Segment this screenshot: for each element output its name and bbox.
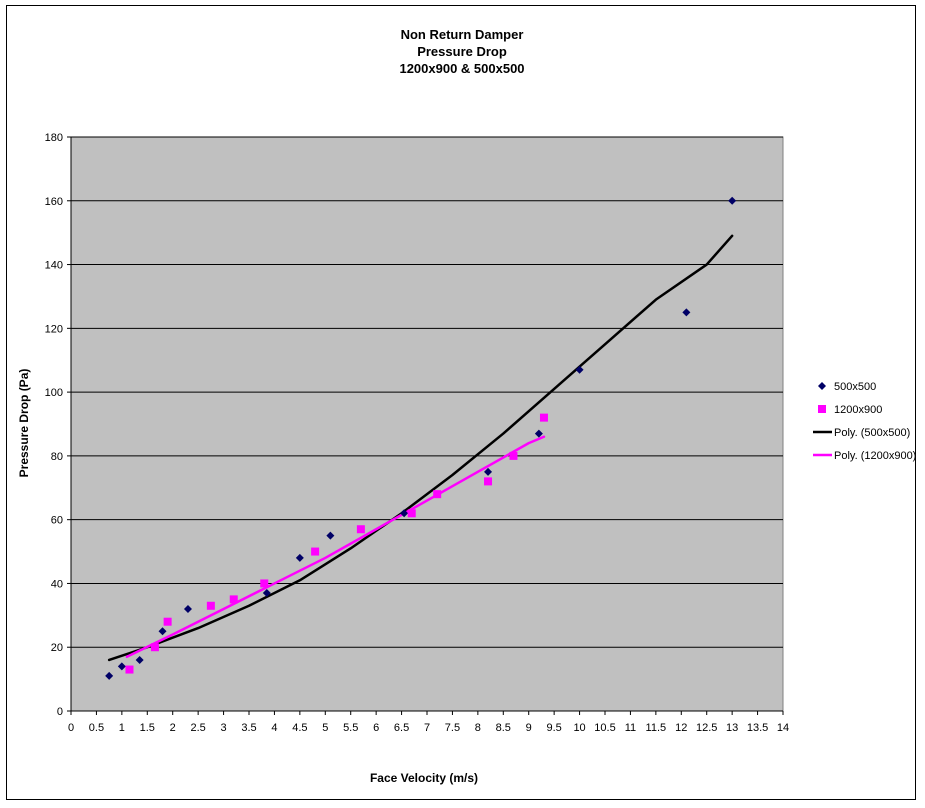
- legend-item: 1200x900: [818, 404, 882, 416]
- legend-item: Poly. (500x500): [813, 427, 910, 439]
- y-tick-label: 80: [51, 451, 63, 463]
- trendline-2: [125, 435, 546, 659]
- data-point: [326, 531, 335, 540]
- data-point: [206, 601, 215, 610]
- data-point: [311, 547, 320, 556]
- x-tick-label: 12.5: [696, 722, 717, 734]
- x-tick-label: 13.5: [747, 722, 768, 734]
- legend-label: Poly. (1200x900): [834, 450, 916, 462]
- x-tick-label: 6.5: [394, 722, 409, 734]
- x-tick-label: 9.5: [546, 722, 561, 734]
- x-tick-label: 14: [777, 722, 789, 734]
- plot-area: [70, 136, 784, 712]
- x-tick-label: 5: [322, 722, 328, 734]
- y-tick-label: 160: [45, 196, 63, 208]
- legend-label: 1200x900: [834, 404, 882, 416]
- legend-item: Poly. (1200x900): [813, 450, 916, 462]
- y-tick-label: 140: [45, 260, 63, 272]
- trendline-1: [107, 234, 734, 662]
- data-point: [407, 509, 416, 518]
- data-point: [150, 643, 159, 652]
- x-tick-label: 7.5: [445, 722, 460, 734]
- data-point: [534, 429, 543, 438]
- legend: 500x500 1200x900 Poly. (500x500) Poly. (120…: [813, 381, 916, 462]
- x-tick-label: 3: [221, 722, 227, 734]
- y-tick-label: 20: [51, 642, 63, 654]
- series-layer: [105, 196, 737, 680]
- y-tick-label: 0: [57, 706, 63, 718]
- y-axis-label: Pressure Drop (Pa): [17, 369, 31, 478]
- legend-marker: [818, 405, 826, 413]
- x-tick-label: 4.5: [292, 722, 307, 734]
- x-tick-label: 10.5: [594, 722, 615, 734]
- data-point: [158, 627, 167, 636]
- data-point: [163, 617, 172, 626]
- data-point: [117, 662, 126, 671]
- series-2-points: [125, 413, 548, 674]
- x-tick-label: 2: [170, 722, 176, 734]
- data-point: [433, 490, 442, 499]
- data-point: [509, 451, 518, 460]
- x-tick-labels: 0 0.5 1 1.5 2 2.5 3 3.5 4 4.5 5 5.5 6 6.5 7 7.5 8 8.5 9 9.5…: [68, 711, 789, 734]
- data-point: [400, 509, 409, 518]
- data-point: [125, 665, 134, 674]
- data-point: [262, 589, 271, 598]
- y-tick-label: 120: [45, 323, 63, 335]
- y-tick-label: 60: [51, 515, 63, 527]
- data-point: [539, 413, 548, 422]
- data-point: [135, 655, 144, 664]
- x-tick-label: 7: [424, 722, 430, 734]
- legend-item: 500x500: [818, 381, 876, 393]
- x-tick-label: 4: [271, 722, 277, 734]
- y-tick-labels: 0 20 40 60 80 100 120 140 160 180: [45, 132, 71, 718]
- legend-marker: [818, 382, 826, 390]
- data-point: [105, 671, 114, 680]
- x-tick-label: 5.5: [343, 722, 358, 734]
- chart-title-line-2: Pressure Drop: [417, 44, 507, 59]
- data-point: [682, 308, 691, 317]
- data-point: [575, 365, 584, 374]
- chart-title-line-1: Non Return Damper: [401, 27, 524, 42]
- data-point: [229, 595, 238, 604]
- x-tick-label: 2.5: [190, 722, 205, 734]
- data-point: [295, 553, 304, 562]
- data-point: [484, 467, 493, 476]
- x-tick-label: 0.5: [89, 722, 104, 734]
- x-tick-label: 12: [675, 722, 687, 734]
- y-tick-label: 100: [45, 387, 63, 399]
- x-tick-label: 13: [726, 722, 738, 734]
- y-tick-label: 40: [51, 578, 63, 590]
- x-tick-label: 8.5: [496, 722, 511, 734]
- chart-title-line-3: 1200x900 & 500x500: [399, 61, 524, 76]
- x-tick-label: 6: [373, 722, 379, 734]
- data-point: [183, 604, 192, 613]
- legend-label: Poly. (500x500): [834, 427, 910, 439]
- x-tick-label: 3.5: [241, 722, 256, 734]
- x-tick-label: 1: [119, 722, 125, 734]
- data-point: [356, 525, 365, 534]
- data-point: [260, 579, 269, 588]
- data-point: [484, 477, 493, 486]
- x-tick-label: 9: [526, 722, 532, 734]
- x-axis-label: Face Velocity (m/s): [370, 771, 478, 785]
- data-point: [728, 196, 737, 205]
- x-tick-label: 11.5: [646, 722, 667, 734]
- x-tick-label: 8: [475, 722, 481, 734]
- x-tick-label: 1.5: [140, 722, 155, 734]
- grid-lines: [71, 136, 783, 648]
- series-1-points: [105, 196, 737, 680]
- x-tick-label: 11: [625, 722, 636, 734]
- legend-label: 500x500: [834, 381, 876, 393]
- chart-title: Non Return Damper Pressure Drop 1200x900…: [399, 27, 524, 76]
- y-tick-label: 180: [45, 132, 63, 144]
- x-tick-label: 0: [68, 722, 74, 734]
- x-tick-label: 10: [573, 722, 585, 734]
